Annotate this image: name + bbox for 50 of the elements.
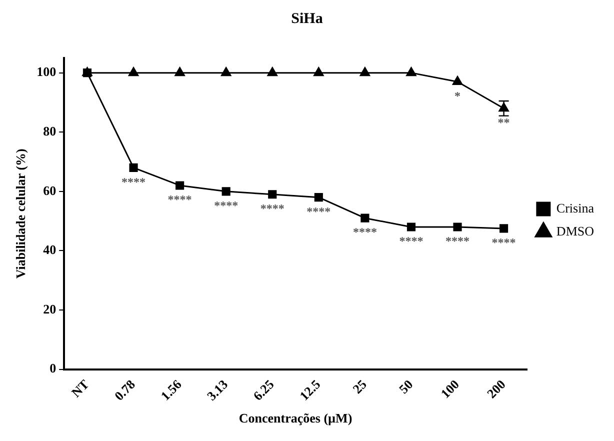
y-tick-label: 0	[50, 360, 56, 376]
point	[452, 76, 463, 85]
point	[360, 67, 370, 76]
x-tick-label: 0.78	[111, 376, 138, 404]
point	[82, 68, 92, 78]
x-tick-label: NT	[68, 376, 92, 400]
annotation: ****	[306, 204, 331, 218]
y-tick-label: 20	[43, 301, 56, 316]
point	[129, 163, 138, 172]
annotation: ****	[260, 201, 284, 216]
legend-label: Crisina	[556, 200, 594, 216]
annotation: ****	[168, 192, 192, 207]
point	[222, 187, 230, 196]
legend-label: DMSO	[556, 223, 594, 238]
point	[406, 67, 416, 76]
annotation: **	[498, 115, 510, 130]
x-tick-label: 6.25	[250, 376, 278, 404]
x-tick-label: 100	[438, 376, 462, 402]
annotation: ****	[352, 225, 377, 240]
x-tick-label: 12.5	[296, 376, 324, 404]
x-tick-label: 1.56	[158, 376, 185, 404]
y-tick-label: 100	[36, 64, 56, 80]
point	[406, 222, 416, 232]
point	[267, 67, 278, 76]
point	[453, 222, 462, 232]
point	[174, 67, 185, 76]
annotation: ****	[122, 174, 146, 189]
annotation: ****	[399, 234, 424, 248]
annotation: *	[454, 88, 461, 103]
point	[176, 181, 184, 190]
chart-title: SiHa	[291, 10, 324, 27]
x-tick-label: 25	[350, 376, 370, 396]
point	[500, 224, 508, 233]
y-axis-title: Viabilidade celular (%)	[13, 148, 28, 279]
y-tick-label: 80	[43, 123, 56, 138]
point	[314, 67, 324, 76]
point	[360, 214, 370, 222]
x-axis-title: Concentrações (µM)	[238, 410, 352, 426]
y-tick-label: 60	[43, 182, 56, 198]
x-tick-label: 3.13	[204, 376, 231, 404]
annotation: ****	[446, 234, 470, 248]
x-tick-label: 50	[396, 376, 416, 396]
annotation: ****	[214, 198, 238, 212]
point	[221, 67, 232, 76]
point	[314, 193, 323, 202]
point	[268, 190, 277, 199]
y-tick-label: 40	[43, 242, 56, 258]
point	[128, 67, 139, 76]
x-tick-label: 200	[484, 376, 508, 402]
annotation: ****	[492, 236, 516, 250]
